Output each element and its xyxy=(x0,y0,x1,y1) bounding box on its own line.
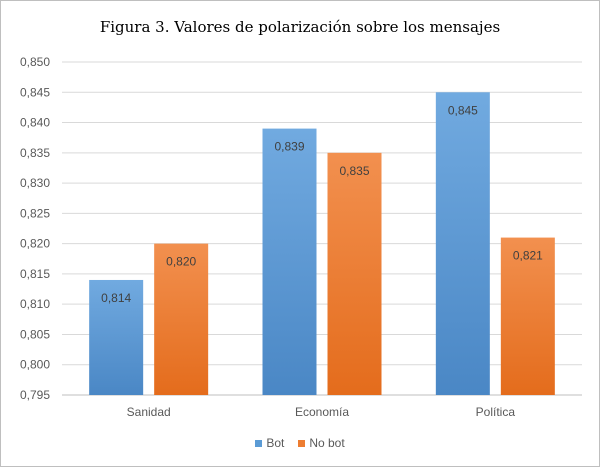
data-label: 0,820 xyxy=(166,255,196,269)
category-label: Economía xyxy=(295,405,349,419)
y-tick-label: 0,830 xyxy=(20,176,50,190)
bar-bot-sanidad xyxy=(89,279,144,395)
category-label: Sanidad xyxy=(127,405,171,419)
data-labels: 0,814 0,820 0,839 0,835 0,845 0,821 xyxy=(101,103,543,305)
data-label: 0,835 xyxy=(339,164,369,178)
y-tick-label: 0,800 xyxy=(20,358,50,372)
gridlines xyxy=(62,61,582,396)
y-tick-label: 0,850 xyxy=(20,55,50,69)
x-axis-categories: Sanidad Economía Política xyxy=(127,405,516,419)
y-tick-label: 0,845 xyxy=(20,85,50,99)
y-tick-label: 0,835 xyxy=(20,146,50,160)
y-tick-label: 0,810 xyxy=(20,297,50,311)
bar-bot-política xyxy=(435,92,490,395)
bar-no-bot-sanidad xyxy=(154,243,209,395)
bar-bot-economía xyxy=(262,128,317,395)
bar-no-bot-economía xyxy=(327,152,382,395)
data-label: 0,814 xyxy=(101,291,131,305)
legend-swatch-bot xyxy=(255,439,263,447)
y-tick-label: 0,805 xyxy=(20,327,50,341)
bars xyxy=(89,92,555,395)
legend-item-no-bot: No bot xyxy=(298,436,345,450)
legend-label-bot: Bot xyxy=(266,436,285,450)
y-tick-label: 0,820 xyxy=(20,237,50,251)
y-tick-label: 0,815 xyxy=(20,267,50,281)
y-tick-label: 0,795 xyxy=(20,388,50,402)
legend-label-no-bot: No bot xyxy=(309,436,345,450)
y-tick-label: 0,825 xyxy=(20,206,50,220)
legend: Bot No bot xyxy=(0,436,600,450)
category-label: Política xyxy=(476,405,516,419)
y-tick-label: 0,840 xyxy=(20,116,50,130)
bar-no-bot-política xyxy=(500,237,555,395)
data-label: 0,839 xyxy=(274,140,304,154)
data-label: 0,845 xyxy=(448,103,478,117)
legend-swatch-no-bot xyxy=(298,439,306,447)
chart-title: Figura 3. Valores de polarización sobre … xyxy=(99,18,501,36)
y-axis-ticks: 0,795 0,800 0,805 0,810 0,815 0,820 0,825 0,830… xyxy=(20,55,50,402)
legend-item-bot: Bot xyxy=(255,436,284,450)
data-label: 0,821 xyxy=(513,249,543,263)
